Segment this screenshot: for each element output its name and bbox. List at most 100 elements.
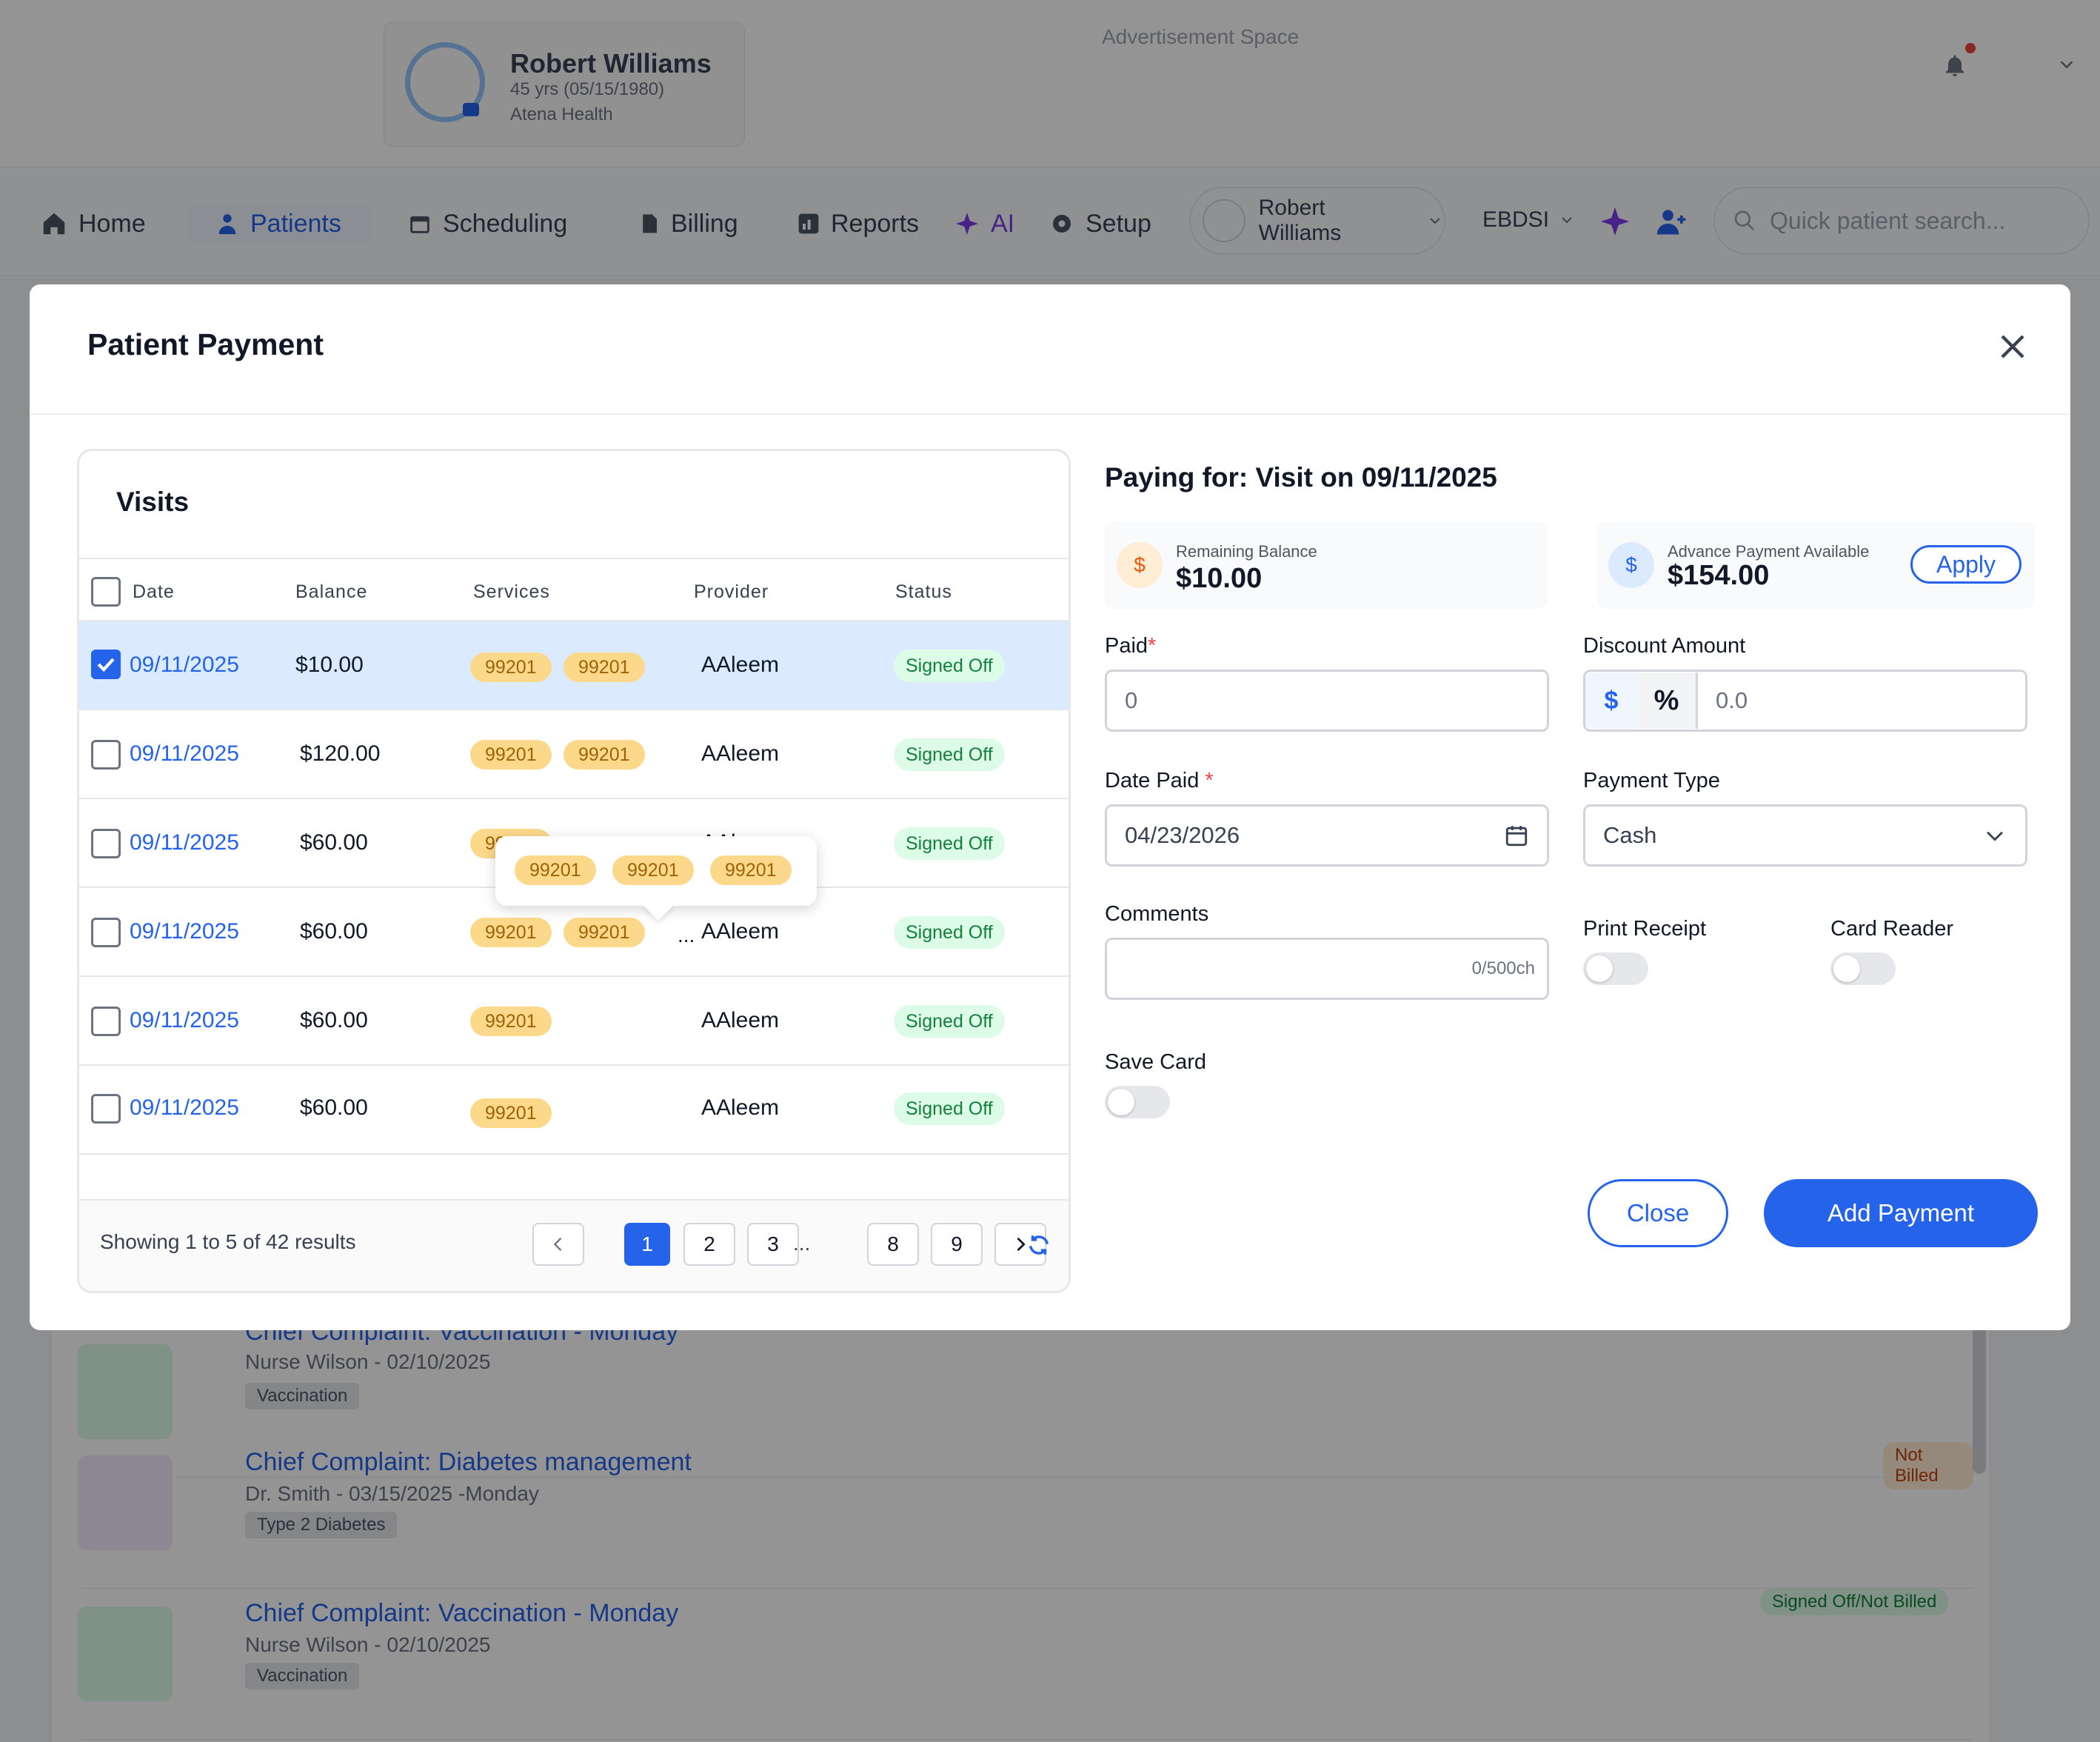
- org-select[interactable]: EBDSI: [1482, 207, 1576, 233]
- visit-date-link[interactable]: 09/11/2025: [130, 919, 239, 944]
- chevron-down-icon: [1562, 217, 1572, 224]
- paid-input[interactable]: 0: [1105, 670, 1549, 732]
- visit-date-link[interactable]: 09/11/2025: [130, 1008, 239, 1032]
- patient-card[interactable]: Robert Williams 45 yrs (05/15/1980) Aten…: [384, 22, 745, 147]
- nav-home[interactable]: Home: [40, 204, 146, 243]
- results-count: Showing 1 to 5 of 42 results: [100, 1230, 356, 1253]
- page-3-button[interactable]: 3: [747, 1223, 799, 1266]
- avatar: [405, 42, 485, 122]
- notification-dot: [1965, 43, 1976, 53]
- table-row[interactable]: 09/11/2025 $120.00 99201 99201 AAleem Si…: [79, 710, 1069, 799]
- status-badge: Signed Off: [894, 916, 1005, 949]
- table-row[interactable]: 09/11/2025 $60.00 99201 AAleem Signed Of…: [79, 799, 1069, 888]
- nav-setup[interactable]: Setup: [1049, 204, 1151, 243]
- row-checkbox[interactable]: [91, 829, 121, 858]
- nav-scheduling[interactable]: Scheduling: [407, 204, 567, 243]
- payment-type-select[interactable]: Cash: [1583, 804, 2027, 867]
- discount-field: $ % 0.0: [1583, 670, 2027, 732]
- list-item[interactable]: Chief Complaint: Diabetes management Dr.…: [78, 1438, 1973, 1589]
- list-item[interactable]: Chief Complaint: Vaccination - Monday Nu…: [78, 1589, 1973, 1740]
- calendar-icon[interactable]: [1504, 823, 1529, 848]
- dollar-toggle-button[interactable]: $: [1585, 673, 1637, 729]
- close-button[interactable]: Close: [1588, 1179, 1728, 1247]
- discount-input[interactable]: 0.0: [1716, 687, 1748, 713]
- visit-balance: $60.00: [300, 830, 368, 855]
- provider-select[interactable]: Robert Williams: [1189, 187, 1445, 255]
- bell-icon[interactable]: [1942, 52, 1968, 79]
- page-8-button[interactable]: 8: [867, 1223, 919, 1266]
- visit-balance: $60.00: [300, 1008, 368, 1032]
- date-paid-label: Date Paid *: [1105, 769, 1214, 793]
- quick-search[interactable]: Quick patient search...: [1713, 187, 2090, 255]
- add-payment-button[interactable]: Add Payment: [1764, 1179, 2038, 1247]
- paying-for-title: Paying for: Visit on 09/11/2025: [1105, 462, 1497, 493]
- date-paid-input[interactable]: 04/23/2026: [1105, 804, 1549, 867]
- print-receipt-toggle[interactable]: [1583, 952, 1648, 985]
- col-status: Status: [895, 581, 952, 602]
- status-badge: Signed Off: [894, 827, 1005, 860]
- gear-icon: [1053, 215, 1071, 233]
- col-provider: Provider: [694, 581, 769, 602]
- service-chip: 99201: [564, 918, 645, 947]
- discount-label: Discount Amount: [1583, 634, 1746, 658]
- service-chip: 99201: [470, 918, 552, 947]
- nav-patients-label: Patients: [250, 209, 341, 238]
- visit-date-link[interactable]: 09/11/2025: [130, 653, 239, 677]
- nav-billing-label: Billing: [671, 209, 738, 238]
- service-chip: 99201: [564, 653, 645, 682]
- visit-date-link[interactable]: 09/11/2025: [130, 1095, 239, 1120]
- nav-reports[interactable]: Reports: [797, 204, 919, 243]
- visit-balance: $60.00: [300, 1095, 368, 1120]
- remaining-balance-card: $ Remaining Balance $10.00: [1105, 521, 1548, 609]
- provider-name: Robert Williams: [1258, 196, 1342, 245]
- nav-ai[interactable]: AI: [954, 204, 1014, 243]
- remaining-balance-value: $10.00: [1176, 563, 1263, 594]
- list-item-tag: Vaccination: [245, 1663, 360, 1689]
- table-row[interactable]: 09/11/2025 $60.00 99201 99201 ... AAleem…: [79, 888, 1069, 977]
- row-checkbox[interactable]: [91, 740, 121, 770]
- chart-icon: [798, 213, 819, 234]
- next-page-button[interactable]: [994, 1223, 1046, 1266]
- page-1-button[interactable]: 1: [624, 1223, 670, 1266]
- table-row[interactable]: 09/11/2025 $60.00 99201 AAleem Signed Of…: [79, 977, 1069, 1066]
- save-card-toggle[interactable]: [1105, 1086, 1170, 1118]
- page-2-button[interactable]: 2: [683, 1223, 735, 1266]
- check-icon: [97, 658, 115, 673]
- row-checkbox[interactable]: [91, 918, 121, 947]
- visit-balance: $60.00: [300, 919, 368, 944]
- nav-reports-label: Reports: [831, 209, 920, 238]
- row-checkbox[interactable]: [91, 1094, 121, 1124]
- visit-date-link[interactable]: 09/11/2025: [130, 830, 239, 855]
- page-9-button[interactable]: 9: [931, 1223, 983, 1266]
- comments-input[interactable]: 0/500ch: [1105, 938, 1549, 1000]
- nav-setup-label: Setup: [1086, 209, 1151, 238]
- table-row[interactable]: 09/11/2025 $10.00 99201 99201 AAleem Sig…: [79, 621, 1069, 710]
- nav-patients[interactable]: Patients: [185, 204, 371, 243]
- select-all-checkbox[interactable]: [91, 577, 121, 607]
- ad-space: Advertisement Space: [1102, 25, 1300, 48]
- close-icon[interactable]: [1995, 329, 2030, 364]
- percent-toggle-button[interactable]: %: [1637, 673, 1698, 729]
- nav-billing[interactable]: Billing: [638, 204, 738, 243]
- home-icon: [43, 213, 65, 235]
- apply-button[interactable]: Apply: [1910, 545, 2022, 584]
- scrollbar[interactable]: [1973, 1326, 1986, 1474]
- chevron-down-icon[interactable]: [2056, 53, 2078, 76]
- visit-date-link[interactable]: 09/11/2025: [130, 741, 239, 766]
- service-chip: 99201: [470, 740, 552, 770]
- search-input[interactable]: Quick patient search...: [1770, 207, 2006, 234]
- sparkle-icon[interactable]: [1598, 204, 1632, 238]
- main-nav: Home Patients Scheduling Billing Reports…: [0, 167, 2100, 276]
- card-reader-toggle[interactable]: [1830, 952, 1896, 985]
- row-checkbox[interactable]: [91, 650, 121, 679]
- col-balance: Balance: [295, 581, 368, 602]
- prev-page-button[interactable]: [532, 1223, 584, 1266]
- add-user-icon[interactable]: [1654, 206, 1690, 238]
- refresh-icon[interactable]: [1026, 1232, 1051, 1258]
- table-row[interactable]: 09/11/2025 $60.00 99201 AAleem Signed Of…: [79, 1066, 1069, 1155]
- list-item[interactable]: Chief Complaint: Vaccination - Monday Nu…: [78, 1318, 1973, 1478]
- service-chip: 99201: [470, 1007, 552, 1036]
- chevron-right-icon: [1017, 1237, 1026, 1252]
- row-checkbox[interactable]: [91, 1007, 121, 1036]
- more-services-button[interactable]: ...: [678, 924, 695, 947]
